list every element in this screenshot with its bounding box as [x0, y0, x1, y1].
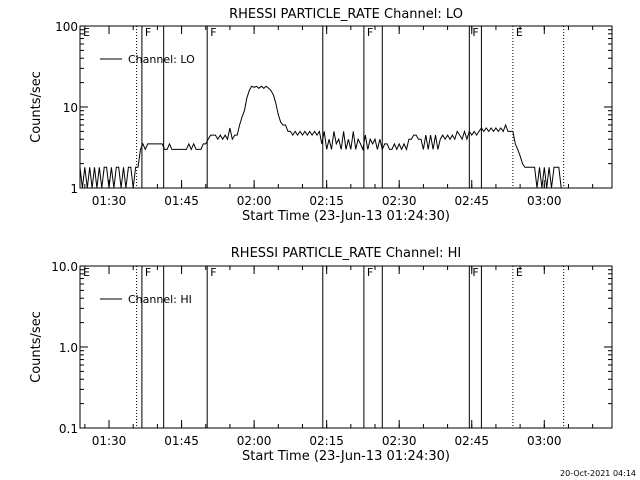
plot-frame: [79, 265, 613, 429]
x-tick-label: 02:00: [237, 434, 272, 448]
x-tick-label: 02:45: [454, 194, 489, 208]
legend-label: Channel: HI: [128, 293, 192, 306]
plot-frame: [79, 25, 613, 189]
flag-marker-label: F: [472, 266, 478, 279]
y-tick-label: 1: [70, 182, 78, 196]
footer-timestamp: 20-Oct-2021 04:14: [560, 469, 636, 478]
y-tick-label: 0.1: [59, 422, 78, 436]
flag-marker-label: F: [145, 26, 151, 39]
flag-marker-label: E: [516, 266, 523, 279]
flag-marker-label: F: [145, 266, 151, 279]
flag-marker-label: F: [367, 26, 373, 39]
series-line: [79, 85, 564, 189]
x-tick-label: 01:45: [164, 194, 199, 208]
y-axis-label: Counts/sec: [29, 311, 44, 383]
x-tick-label: 01:30: [92, 434, 127, 448]
chart-title: RHESSI PARTICLE_RATE Channel: LO: [229, 7, 463, 22]
y-tick-label: 100: [55, 20, 78, 34]
x-tick-label: 02:45: [454, 434, 489, 448]
x-tick-label: 01:30: [92, 194, 127, 208]
x-tick-label: 01:45: [164, 434, 199, 448]
chart-title: RHESSI PARTICLE_RATE Channel: HI: [231, 246, 461, 261]
flag-marker-label: F: [367, 266, 373, 279]
panel-lo-channel: RHESSI PARTICLE_RATE Channel: LO 1 10 100 01…: [29, 7, 613, 224]
flag-marker-label: E: [83, 26, 90, 39]
flag-marker-label: F: [472, 26, 478, 39]
flag-marker-label: F: [210, 266, 216, 279]
x-tick-label: 03:00: [527, 194, 562, 208]
y-tick-label: 10.0: [51, 260, 78, 274]
x-tick-label: 03:00: [527, 434, 562, 448]
x-tick-label: 02:15: [309, 434, 344, 448]
x-tick-label: 02:30: [382, 434, 417, 448]
panel-hi-channel: RHESSI PARTICLE_RATE Channel: HI 0.1 1.0 10…: [29, 246, 613, 464]
flag-marker-label: E: [516, 26, 523, 39]
x-tick-label: 02:15: [309, 194, 344, 208]
x-tick-label: 02:30: [382, 194, 417, 208]
x-axis-label: Start Time (23-Jun-13 01:24:30): [242, 449, 450, 464]
flag-marker-label: E: [83, 266, 90, 279]
flag-marker-label: F: [210, 26, 216, 39]
x-axis-label: Start Time (23-Jun-13 01:24:30): [242, 209, 450, 224]
y-tick-label: 1.0: [59, 341, 78, 355]
y-tick-label: 10: [63, 101, 78, 115]
y-axis-label: Counts/sec: [29, 71, 44, 143]
legend-label: Channel: LO: [128, 53, 195, 66]
x-tick-label: 02:00: [237, 194, 272, 208]
